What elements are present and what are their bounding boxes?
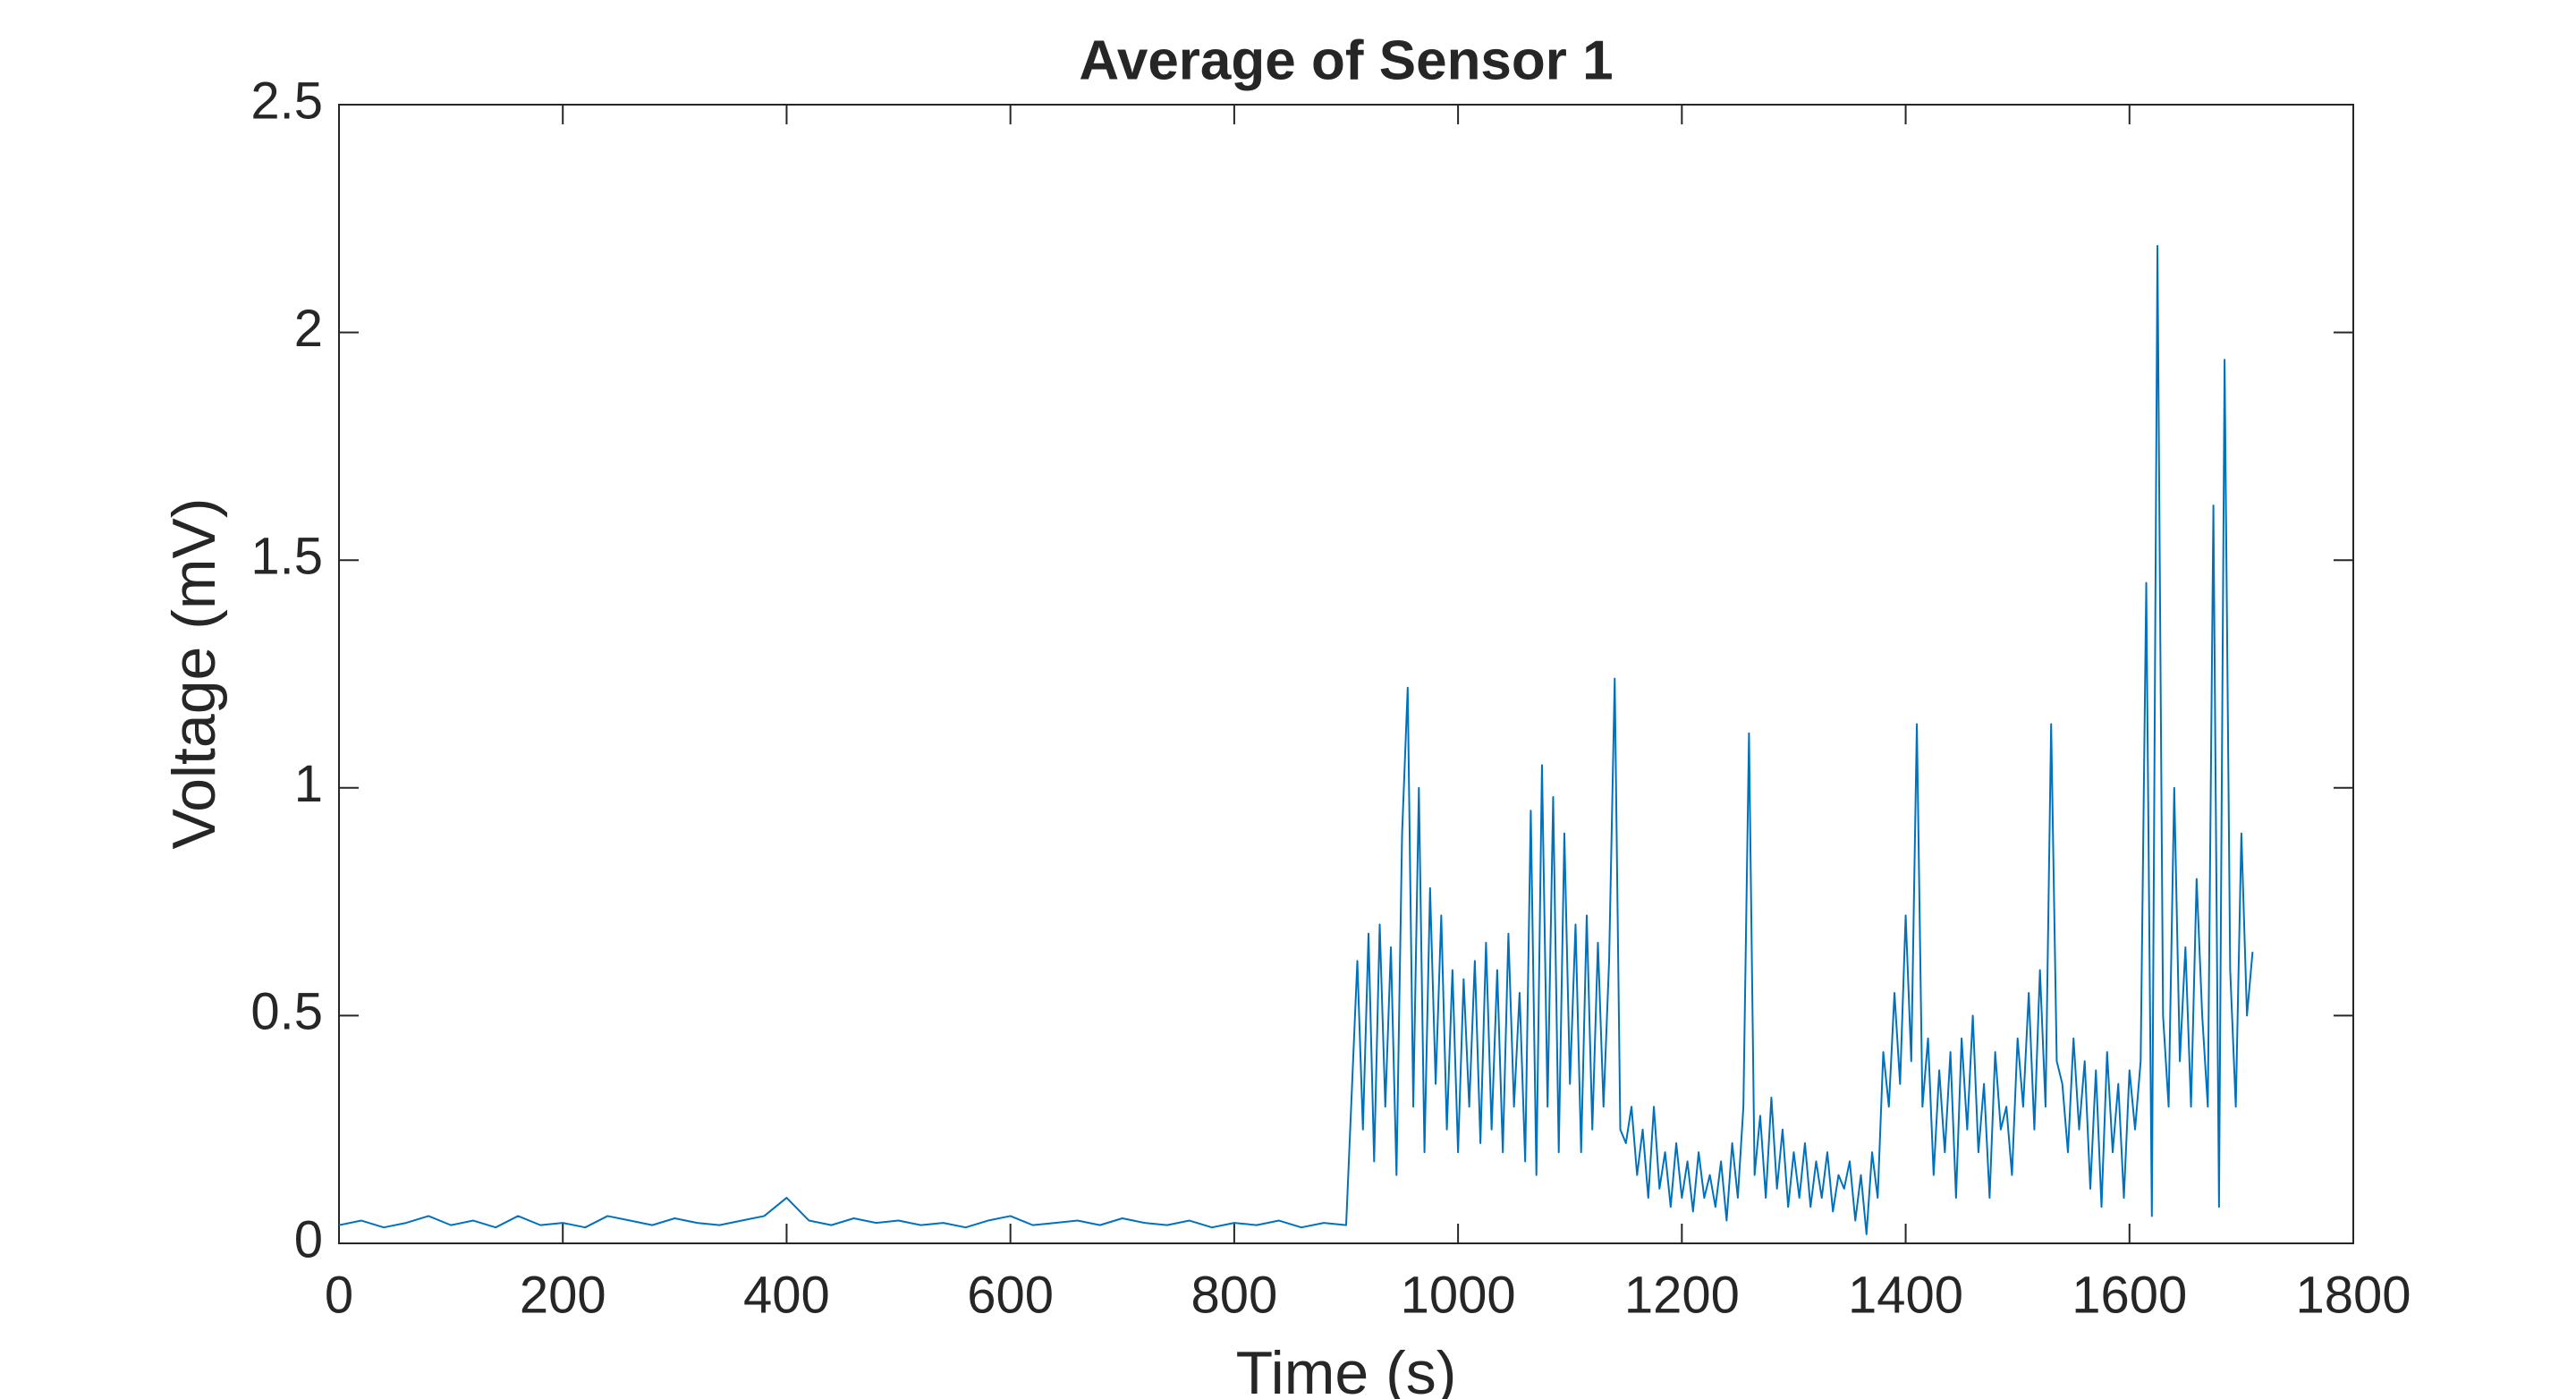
data-line [338, 244, 2254, 1235]
y-tick-label: 0.5 [250, 983, 323, 1041]
x-tick-label: 400 [743, 1266, 830, 1324]
y-tick-label: 0 [294, 1210, 323, 1268]
x-tick-label: 1600 [2072, 1266, 2187, 1324]
x-tick-label: 200 [520, 1266, 606, 1324]
axes-box [338, 104, 2354, 1244]
y-tick-label: 1 [294, 755, 323, 813]
x-tick-label: 1400 [1848, 1266, 1963, 1324]
y-tick-label: 1.5 [250, 528, 323, 586]
x-tick-label: 600 [967, 1266, 1054, 1324]
x-axis-label: Time (s) [1236, 1339, 1457, 1399]
x-tick-label: 1800 [2295, 1266, 2411, 1324]
chart-title: Average of Sensor 1 [1079, 30, 1613, 91]
x-tick-label: 0 [325, 1266, 353, 1324]
x-tick-label: 800 [1191, 1266, 1277, 1324]
x-tick-label: 1000 [1401, 1266, 1516, 1324]
y-tick-label: 2.5 [250, 72, 323, 130]
y-axis-label: Voltage (mV) [160, 497, 228, 849]
x-tick-label: 1200 [1624, 1266, 1740, 1324]
y-tick-label: 2 [294, 300, 323, 358]
